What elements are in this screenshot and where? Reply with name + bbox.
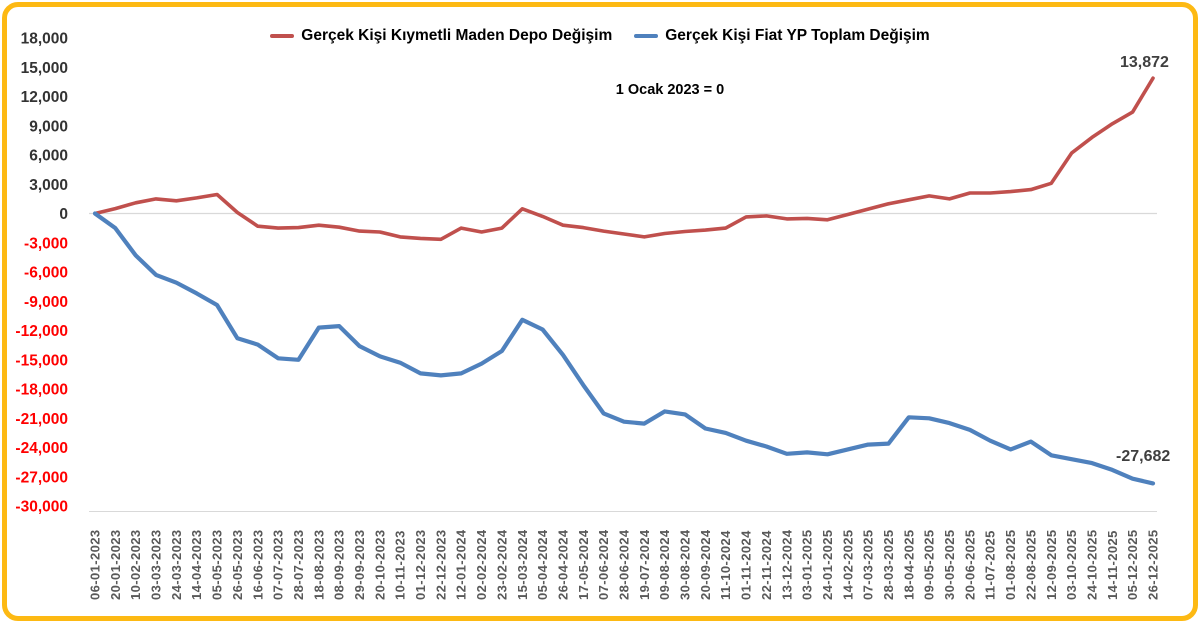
x-tick-label: 14-02-2025	[840, 530, 855, 601]
y-tick-label: 12,000	[21, 89, 68, 106]
x-tick-label: 24-10-2025	[1084, 530, 1099, 601]
x-tick-label: 07-07-2023	[271, 530, 286, 601]
y-tick-label: 9,000	[29, 118, 68, 135]
blue-line-swatch	[634, 34, 659, 38]
red-series-end-value: 13,872	[1120, 54, 1169, 71]
x-tick-label: 22-11-2024	[759, 530, 774, 600]
red-line-swatch	[270, 34, 295, 38]
y-tick-label: 0	[59, 206, 68, 223]
y-tick-label: -21,000	[15, 411, 68, 428]
x-tick-label: 05-05-2023	[210, 530, 225, 601]
legend-label-maden-depo: Gerçek Kişi Kıymetli Maden Depo Değişim	[301, 27, 613, 44]
y-tick-label: -3,000	[24, 235, 68, 252]
x-tick-label: 12-01-2024	[454, 529, 469, 600]
x-tick-label: 07-06-2024	[596, 529, 611, 600]
x-tick-label: 05-04-2024	[535, 529, 550, 600]
x-tick-label: 20-06-2025	[962, 530, 977, 601]
y-tick-label: 15,000	[21, 60, 68, 77]
x-tick-label: 03-01-2025	[800, 530, 815, 601]
x-tick-label: 03-03-2023	[149, 530, 164, 601]
x-tick-label: 22-08-2025	[1023, 530, 1038, 601]
x-tick-label: 10-02-2023	[128, 530, 143, 601]
x-tick-label: 23-02-2024	[494, 529, 509, 600]
x-tick-label: 07-03-2025	[861, 530, 876, 601]
x-tick-label: 01-08-2025	[1003, 530, 1018, 601]
x-tick-label: 09-08-2024	[657, 529, 672, 600]
legend-label-fiat-yp: Gerçek Kişi Fiat YP Toplam Değişim	[665, 27, 930, 44]
x-tick-label: 18-08-2023	[311, 530, 326, 601]
legend: Gerçek Kişi Kıymetli Maden Depo Değişim …	[0, 27, 1200, 45]
x-tick-label: 02-02-2024	[474, 529, 489, 600]
x-tick-label: 12-09-2025	[1044, 530, 1059, 601]
y-tick-label: -12,000	[15, 323, 68, 340]
x-tick-label: 19-07-2024	[637, 529, 652, 600]
x-tick-label: 29-09-2023	[352, 530, 367, 601]
x-tick-label: 09-05-2025	[922, 530, 937, 601]
x-tick-label: 14-04-2023	[189, 530, 204, 601]
x-tick-label: 14-11-2025	[1105, 530, 1120, 600]
x-tick-label: 28-06-2024	[616, 529, 631, 600]
x-tick-label: 15-03-2024	[515, 529, 530, 600]
x-tick-label: 18-04-2025	[901, 530, 916, 601]
x-tick-label: 17-05-2024	[576, 529, 591, 600]
y-tick-label: -30,000	[15, 499, 68, 516]
x-tick-label: 26-12-2025	[1145, 530, 1160, 601]
x-tick-label: 28-07-2023	[291, 530, 306, 601]
y-tick-label: 18,000	[21, 31, 68, 48]
x-tick-label: 30-08-2024	[678, 529, 693, 600]
red-series-line	[93, 76, 1155, 242]
x-tick-label: 10-11-2023	[393, 530, 408, 600]
x-tick-label: 28-03-2025	[881, 530, 896, 601]
y-tick-label: -27,000	[15, 469, 68, 486]
x-tick-label: 24-03-2023	[169, 530, 184, 601]
x-tick-label: 26-05-2023	[230, 530, 245, 601]
x-tick-label: 13-12-2024	[779, 529, 794, 600]
x-tick-label: 22-12-2023	[433, 530, 448, 601]
baseline-annotation: 1 Ocak 2023 = 0	[615, 82, 725, 98]
x-tick-label: 06-01-2023	[88, 530, 103, 601]
x-tick-label: 30-05-2025	[942, 530, 957, 601]
x-tick-label: 01-12-2023	[413, 530, 428, 601]
blue-series-end-value: -27,682	[1116, 448, 1171, 465]
x-tick-label: 16-06-2023	[250, 530, 265, 601]
x-tick-label: 08-09-2023	[332, 530, 347, 601]
y-tick-label: 6,000	[29, 148, 68, 165]
y-tick-label: -6,000	[24, 265, 68, 282]
y-tick-label: -9,000	[24, 294, 68, 311]
legend-item-fiat-yp: Gerçek Kişi Fiat YP Toplam Değişim	[634, 27, 930, 45]
x-tick-label: 11-07-2025	[983, 530, 998, 600]
blue-series-line	[92, 211, 1156, 486]
x-tick-label: 20-01-2023	[108, 530, 123, 601]
x-tick-label: 20-09-2024	[698, 529, 713, 600]
y-tick-label: -24,000	[15, 440, 68, 457]
x-tick-label: 20-10-2023	[372, 530, 387, 601]
x-tick-label: 26-04-2024	[555, 529, 570, 600]
y-tick-label: -15,000	[15, 352, 68, 369]
x-tick-label: 11-10-2024	[718, 530, 733, 600]
x-tick-label: 05-12-2025	[1125, 530, 1140, 601]
x-tick-label: 03-10-2025	[1064, 530, 1079, 601]
x-tick-label: 01-11-2024	[739, 530, 754, 600]
x-tick-label: 24-01-2025	[820, 530, 835, 601]
y-tick-label: -18,000	[15, 382, 68, 399]
y-tick-label: 3,000	[29, 177, 68, 194]
legend-item-maden-depo: Gerçek Kişi Kıymetli Maden Depo Değişim	[270, 27, 612, 45]
